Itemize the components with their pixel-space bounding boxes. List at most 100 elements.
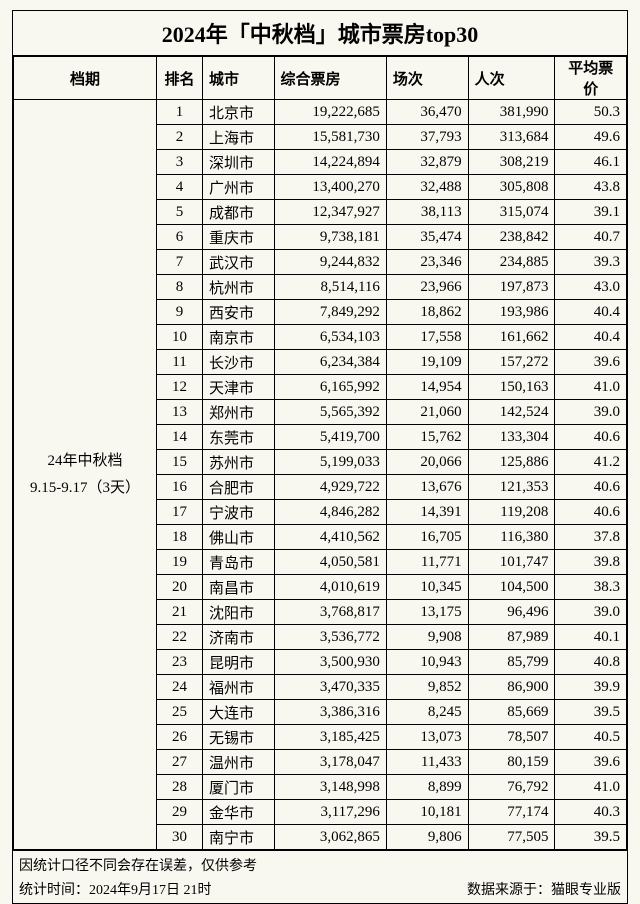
cell-shows: 18,862 (386, 300, 468, 325)
cell-city: 深圳市 (203, 150, 275, 175)
cell-shows: 23,966 (386, 275, 468, 300)
cell-price: 39.6 (555, 750, 627, 775)
cell-attendance: 77,174 (468, 800, 555, 825)
cell-rank: 3 (157, 150, 203, 175)
cell-rank: 1 (157, 100, 203, 125)
cell-city: 合肥市 (203, 475, 275, 500)
cell-attendance: 104,500 (468, 575, 555, 600)
cell-rank: 5 (157, 200, 203, 225)
cell-city: 昆明市 (203, 650, 275, 675)
cell-rank: 10 (157, 325, 203, 350)
table-row: 24年中秋档9.15-9.17（3天）1北京市19,222,68536,4703… (14, 100, 627, 125)
cell-shows: 13,073 (386, 725, 468, 750)
cell-attendance: 161,662 (468, 325, 555, 350)
cell-price: 50.3 (555, 100, 627, 125)
cell-attendance: 96,496 (468, 600, 555, 625)
cell-attendance: 142,524 (468, 400, 555, 425)
cell-city: 宁波市 (203, 500, 275, 525)
cell-revenue: 19,222,685 (274, 100, 386, 125)
cell-revenue: 3,117,296 (274, 800, 386, 825)
cell-price: 40.6 (555, 500, 627, 525)
cell-revenue: 14,224,894 (274, 150, 386, 175)
cell-revenue: 3,062,865 (274, 825, 386, 850)
cell-attendance: 157,272 (468, 350, 555, 375)
cell-shows: 11,771 (386, 550, 468, 575)
cell-shows: 32,879 (386, 150, 468, 175)
cell-price: 39.9 (555, 675, 627, 700)
header-revenue: 综合票房 (274, 57, 386, 100)
cell-attendance: 116,380 (468, 525, 555, 550)
header-shows: 场次 (386, 57, 468, 100)
cell-price: 40.6 (555, 475, 627, 500)
cell-rank: 29 (157, 800, 203, 825)
cell-price: 39.5 (555, 700, 627, 725)
cell-price: 40.4 (555, 325, 627, 350)
cell-revenue: 13,400,270 (274, 175, 386, 200)
cell-city: 东莞市 (203, 425, 275, 450)
cell-city: 广州市 (203, 175, 275, 200)
cell-city: 南宁市 (203, 825, 275, 850)
cell-price: 40.7 (555, 225, 627, 250)
cell-rank: 14 (157, 425, 203, 450)
cell-attendance: 234,885 (468, 250, 555, 275)
cell-shows: 38,113 (386, 200, 468, 225)
cell-attendance: 125,886 (468, 450, 555, 475)
cell-rank: 16 (157, 475, 203, 500)
cell-revenue: 9,738,181 (274, 225, 386, 250)
cell-rank: 24 (157, 675, 203, 700)
cell-price: 40.6 (555, 425, 627, 450)
cell-price: 39.5 (555, 825, 627, 850)
cell-shows: 23,346 (386, 250, 468, 275)
cell-city: 重庆市 (203, 225, 275, 250)
cell-rank: 28 (157, 775, 203, 800)
cell-price: 39.0 (555, 400, 627, 425)
cell-attendance: 85,799 (468, 650, 555, 675)
cell-rank: 9 (157, 300, 203, 325)
cell-price: 41.0 (555, 775, 627, 800)
cell-city: 天津市 (203, 375, 275, 400)
cell-city: 济南市 (203, 625, 275, 650)
cell-revenue: 3,470,335 (274, 675, 386, 700)
cell-revenue: 5,565,392 (274, 400, 386, 425)
cell-attendance: 308,219 (468, 150, 555, 175)
cell-shows: 13,175 (386, 600, 468, 625)
header-avgprice: 平均票价 (555, 57, 627, 100)
cell-shows: 16,705 (386, 525, 468, 550)
cell-rank: 19 (157, 550, 203, 575)
cell-attendance: 197,873 (468, 275, 555, 300)
cell-shows: 37,793 (386, 125, 468, 150)
header-rank: 排名 (157, 57, 203, 100)
cell-price: 38.3 (555, 575, 627, 600)
cell-shows: 35,474 (386, 225, 468, 250)
cell-price: 43.8 (555, 175, 627, 200)
cell-city: 杭州市 (203, 275, 275, 300)
cell-city: 福州市 (203, 675, 275, 700)
cell-price: 49.6 (555, 125, 627, 150)
cell-attendance: 150,163 (468, 375, 555, 400)
cell-attendance: 381,990 (468, 100, 555, 125)
footer-source: 数据来源于：猫眼专业版 (467, 879, 621, 899)
cell-shows: 19,109 (386, 350, 468, 375)
cell-attendance: 78,507 (468, 725, 555, 750)
cell-shows: 15,762 (386, 425, 468, 450)
cell-revenue: 15,581,730 (274, 125, 386, 150)
cell-price: 41.2 (555, 450, 627, 475)
cell-shows: 21,060 (386, 400, 468, 425)
cell-attendance: 101,747 (468, 550, 555, 575)
cell-rank: 8 (157, 275, 203, 300)
header-row: 档期 排名 城市 综合票房 场次 人次 平均票价 (14, 57, 627, 100)
cell-attendance: 76,792 (468, 775, 555, 800)
cell-shows: 8,245 (386, 700, 468, 725)
cell-city: 大连市 (203, 700, 275, 725)
cell-rank: 12 (157, 375, 203, 400)
cell-rank: 2 (157, 125, 203, 150)
cell-revenue: 3,386,316 (274, 700, 386, 725)
cell-shows: 9,806 (386, 825, 468, 850)
cell-price: 40.5 (555, 725, 627, 750)
cell-attendance: 87,989 (468, 625, 555, 650)
cell-attendance: 77,505 (468, 825, 555, 850)
cell-rank: 13 (157, 400, 203, 425)
table-container: 2024年「中秋档」城市票房top30 档期 排名 城市 综合票房 场次 人次 … (12, 10, 628, 904)
cell-city: 南昌市 (203, 575, 275, 600)
period-line1: 24年中秋档 (20, 448, 150, 475)
